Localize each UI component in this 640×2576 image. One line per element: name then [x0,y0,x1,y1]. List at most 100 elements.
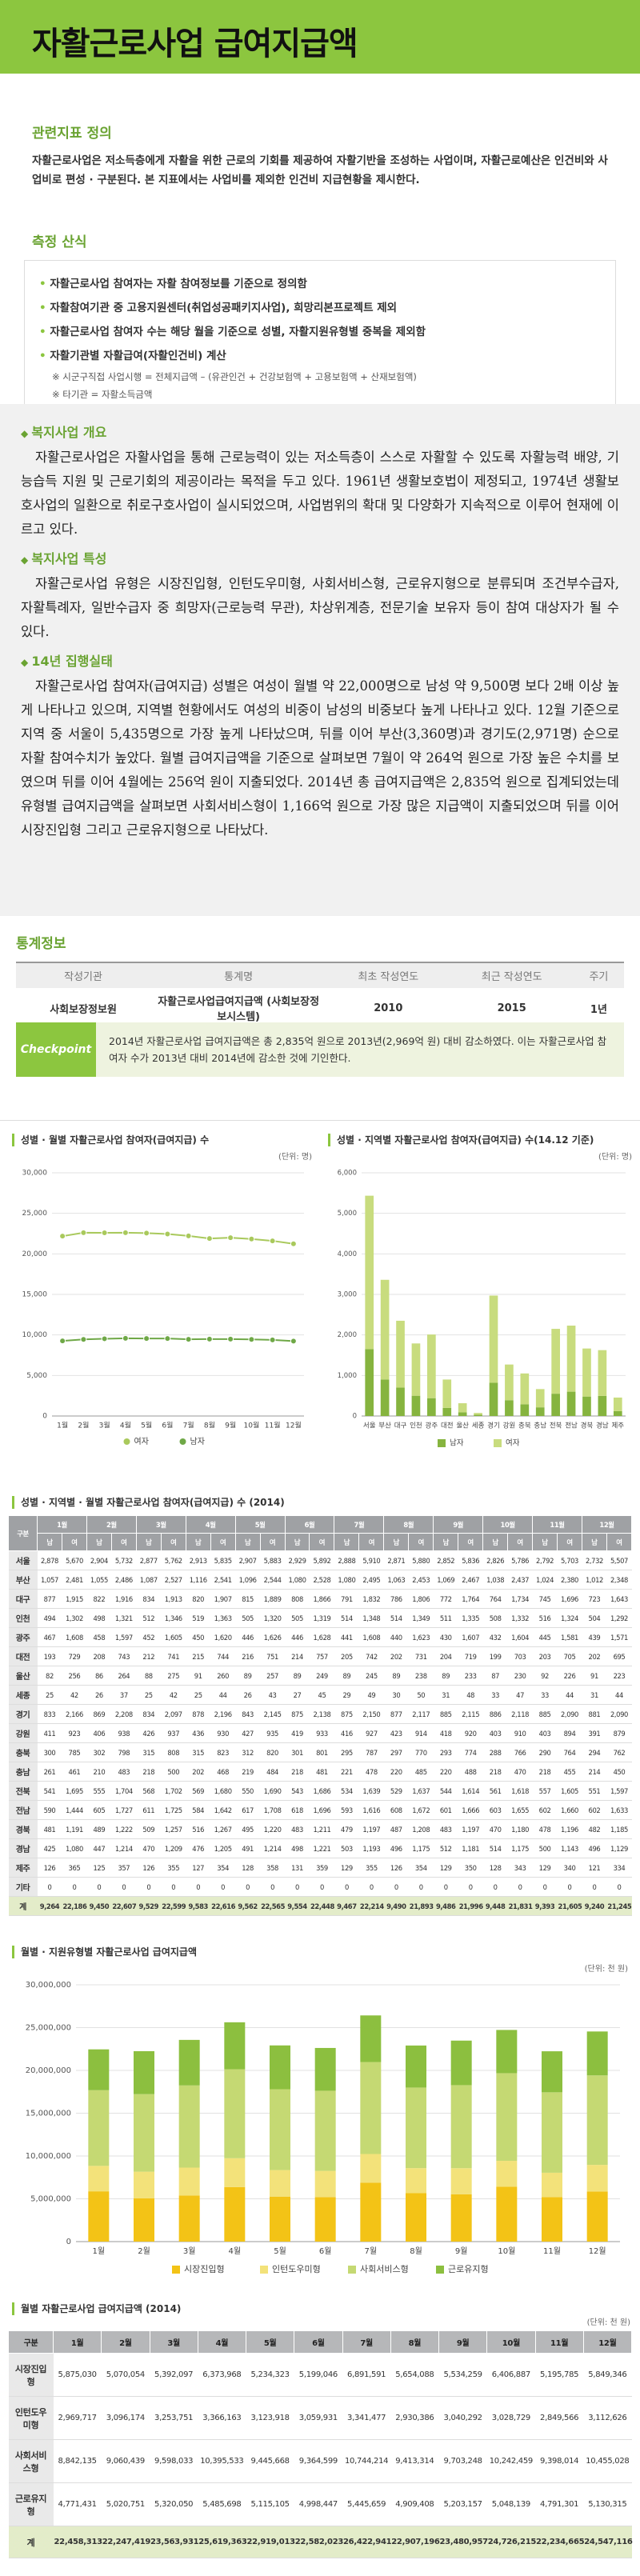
cell: 1,267 [210,1819,236,1839]
cell: 4,998,447 [294,2482,342,2526]
cell: 1,764 [458,1589,483,1609]
cell: 1,618 [507,1781,533,1801]
bar [427,1398,436,1416]
cell: 1,055 [86,1570,112,1590]
cell: 26 [235,1685,261,1705]
cell: 0 [557,1877,582,1897]
cell: 4,771,431 [53,2482,102,2526]
header-cell: 남 [482,1533,509,1551]
pay-table-block: 월별 자활근로사업 급여지급액 (2014) (단위: 천 원) 구분 1월 2월 3… [0,2302,640,2558]
cell: 1,915 [62,1589,87,1609]
cell: 3,040,292 [438,2396,487,2440]
cell: 49 [358,1685,384,1705]
cell: 2,929 [285,1550,310,1570]
point [101,1335,108,1342]
cell: 1,734 [507,1589,533,1609]
cell: 1,907 [210,1589,236,1609]
cell: 568 [136,1781,162,1801]
cell: 1,185 [606,1819,632,1839]
cell: 3,096,174 [101,2396,150,2440]
cell: 45 [309,1685,334,1705]
cell: 500 [532,1838,558,1858]
y-tick-label: 5,000 [338,1210,357,1218]
x-tick-label: 인천 [410,1422,422,1430]
legend-swatch [172,2266,180,2274]
cell: 22,234,665 [535,2526,585,2558]
cell: 293 [433,1742,458,1762]
point [101,1229,108,1236]
cell: 126 [383,1858,409,1878]
x-tick-label: 3월 [183,2246,196,2256]
cell: 127 [186,1858,211,1878]
bar [178,2167,200,2196]
x-tick-label: 경북 [581,1422,594,1430]
bar [224,2158,246,2187]
cell: 89 [235,1666,261,1686]
cell: 9,364,599 [294,2439,342,2483]
cell: 256 [62,1666,87,1686]
row-label: 사회서비스형 [8,2439,54,2483]
cell: 2,090 [557,1704,582,1724]
cell: 484 [260,1762,286,1782]
cell: 3,253,751 [150,2396,198,2440]
cell: 1,181 [458,1838,483,1858]
bar [360,2015,382,2062]
cell: 511 [433,1608,458,1628]
cell: 608 [383,1800,409,1820]
cell: 2,380 [557,1570,582,1590]
formula-note: ※ 시군구직접 사업시행 = 전체지급액 – (유관인건 + 건강보험액 + 고… [52,371,417,382]
formula-item: 자활참여기관 중 고용지원센터(취업성공패키지사업), 희망리본프로젝트 제외 [39,296,601,320]
cell: 334 [606,1858,632,1878]
cell: 91 [582,1666,607,1686]
cell: 5,203,157 [438,2482,487,2526]
cell: 1,605 [557,1781,582,1801]
cell: 436 [186,1723,211,1743]
chart-panel: 성별 · 월별 자활근로사업 참여자(급여지급) 수 (단위: 명) 0 5,00… [12,1134,312,1469]
header-cell: 7월 [334,1515,385,1534]
bar [586,2075,608,2166]
cell: 541 [37,1781,62,1801]
bar [450,2194,472,2242]
header-cell: 주기 [573,962,624,988]
cell: 2,544 [260,1570,286,1590]
chart: 0 5,000,000 10,000,000 15,000,000 20,000,000… [26,1981,620,2274]
row-label: 경기 [8,1704,38,1724]
cell: 202 [186,1762,211,1782]
point [185,1232,192,1239]
cell: 214 [285,1646,310,1666]
bar [365,1195,374,1350]
point [164,1335,171,1342]
page-title: 자활근로사업 급여지급액 [32,26,358,62]
cell: 3,366,163 [198,2396,246,2440]
cell: 21,893 [408,1896,434,1916]
chart-unit: (단위: 명) [278,1153,312,1162]
cell: 0 [136,1877,162,1897]
cell: 489 [86,1819,112,1839]
cell: 2,495 [358,1570,384,1590]
cell: 1,319 [309,1608,334,1628]
bar [520,1404,530,1416]
cell: 33 [532,1685,558,1705]
cell: 9,529 [136,1896,162,1916]
cell: 22,565 [260,1896,285,1916]
cell: 2,467 [458,1570,483,1590]
cell: 2,852 [433,1550,458,1570]
cell: 21,831 [507,1896,533,1916]
cell: 48 [458,1685,483,1705]
row: 경남 425 1,080 447 1,214 470 1,209 476 1,205 491 1,2… [8,1838,632,1858]
header-cell: 여 [358,1533,385,1551]
cell: 5,880 [408,1550,434,1570]
bar [406,2087,426,2169]
section-heading: 관련지표 정의 [32,126,112,142]
bar [380,1279,390,1380]
header-cell: 작성기관 [16,962,151,988]
cell: 488 [458,1762,483,1782]
cell: 358 [260,1858,286,1878]
cell: 1,220 [260,1819,286,1839]
cell: 5,703 [557,1550,582,1570]
header-cell: 여 [408,1533,434,1551]
bar [134,2050,154,2094]
point [248,1336,255,1343]
legend-label: 시장진입형 [184,2264,225,2274]
